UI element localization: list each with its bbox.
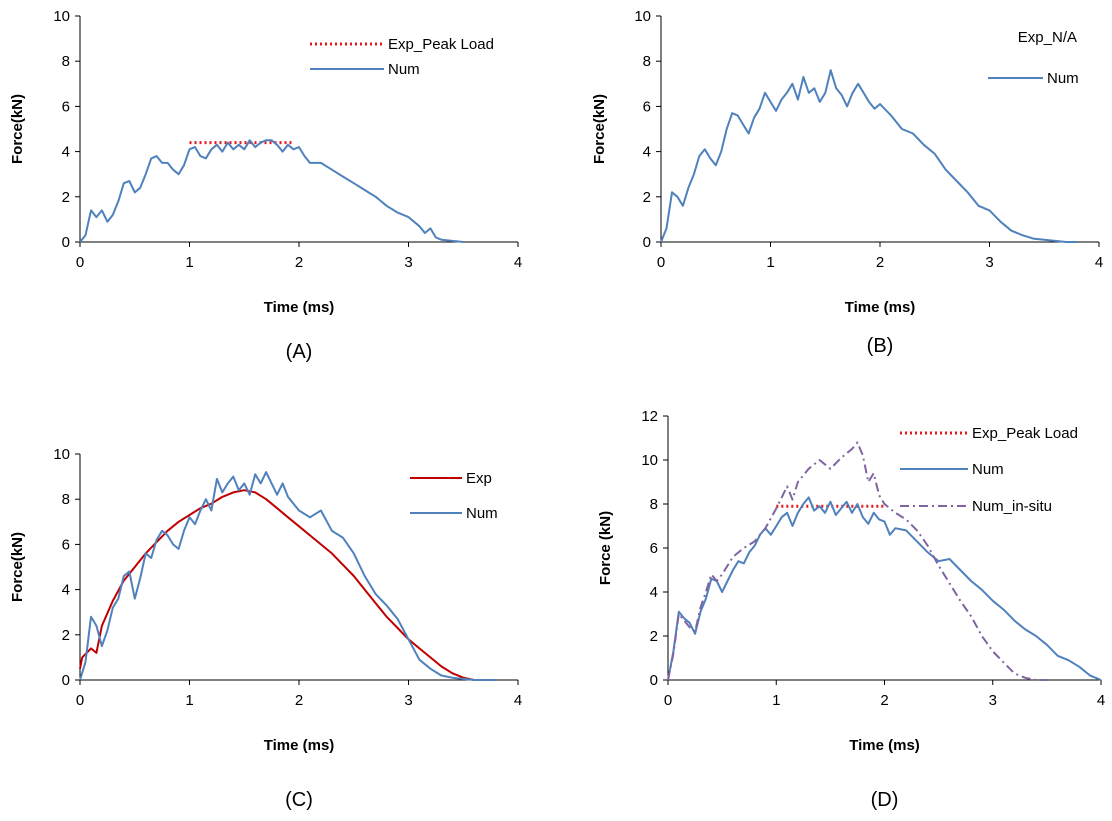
y-tick-label: 8 <box>650 496 658 513</box>
y-tick-label: 6 <box>643 98 651 115</box>
x-tick-label: 4 <box>514 254 522 271</box>
y-tick-label: 8 <box>62 53 70 70</box>
y-tick-label: 6 <box>650 540 658 557</box>
series-line-num-in-situ <box>667 441 1047 681</box>
legend-label: Num <box>388 61 420 78</box>
y-tick-label: 0 <box>643 234 651 251</box>
y-axis-label: Force(kN) <box>9 94 26 164</box>
panel-label: (A) <box>286 341 313 363</box>
series-line-num <box>79 139 464 243</box>
y-tick-label: 12 <box>641 408 658 425</box>
y-tick-label: 8 <box>62 491 70 508</box>
y-axis-label: Force(kN) <box>9 532 26 602</box>
x-tick-label: 1 <box>766 254 774 271</box>
x-tick-label: 4 <box>1095 254 1103 271</box>
y-tick-label: 4 <box>62 144 70 161</box>
series-line-num <box>79 471 497 681</box>
x-axis-label: Time (ms) <box>264 737 335 754</box>
x-tick-label: 0 <box>76 692 84 709</box>
legend-label: Exp_Peak Load <box>388 36 494 53</box>
x-tick-label: 0 <box>76 254 84 271</box>
y-tick-label: 0 <box>62 234 70 251</box>
x-axis-label: Time (ms) <box>849 737 920 754</box>
x-axis-label: Time (ms) <box>264 299 335 316</box>
y-tick-label: 10 <box>53 8 70 25</box>
x-tick-label: 3 <box>404 254 412 271</box>
y-tick-label: 10 <box>634 8 651 25</box>
x-tick-label: 2 <box>876 254 884 271</box>
y-tick-label: 8 <box>643 53 651 70</box>
x-tick-label: 2 <box>880 692 888 709</box>
legend-label: Num <box>1047 70 1079 87</box>
x-tick-label: 3 <box>404 692 412 709</box>
series-line-num <box>667 496 1102 681</box>
legend-label: Num <box>972 461 1004 478</box>
y-tick-label: 6 <box>62 98 70 115</box>
y-axis-label: Force (kN) <box>597 511 614 585</box>
series-line-exp <box>79 489 475 681</box>
legend-label: Num_in-situ <box>972 498 1052 515</box>
x-tick-label: 1 <box>185 254 193 271</box>
y-tick-label: 10 <box>53 446 70 463</box>
y-tick-label: 4 <box>643 144 651 161</box>
chart-panel-a: 0 1 2 3 4 0 2 4 6 8 10 Time (ms) Force(kN) (A) Exp_Pea… <box>9 8 522 363</box>
y-tick-label: 6 <box>62 536 70 553</box>
x-tick-label: 3 <box>989 692 997 709</box>
x-tick-label: 3 <box>985 254 993 271</box>
panel-label: (D) <box>871 789 899 811</box>
y-axis-label: Force(kN) <box>591 94 608 164</box>
annotation-label: Exp_N/A <box>1018 29 1077 46</box>
y-tick-label: 2 <box>650 628 658 645</box>
x-tick-label: 0 <box>657 254 665 271</box>
x-tick-label: 1 <box>772 692 780 709</box>
y-tick-label: 2 <box>643 189 651 206</box>
panel-label: (C) <box>285 789 313 811</box>
y-tick-label: 10 <box>641 452 658 469</box>
chart-panel-c: 0 1 2 3 4 0 2 4 6 8 10 Time (ms) Force(kN) (C) Exp Num <box>9 446 522 811</box>
panel-label: (B) <box>867 335 894 357</box>
y-tick-label: 4 <box>650 584 658 601</box>
y-tick-label: 2 <box>62 627 70 644</box>
chart-panel-b: 0 1 2 3 4 0 2 4 6 8 10 Time (ms) Force(kN) (B) Num Exp_… <box>591 8 1103 357</box>
x-tick-label: 4 <box>514 692 522 709</box>
x-tick-label: 4 <box>1097 692 1105 709</box>
x-tick-label: 0 <box>664 692 672 709</box>
legend-label: Num <box>466 505 498 522</box>
y-tick-label: 4 <box>62 582 70 599</box>
y-tick-label: 0 <box>650 672 658 689</box>
y-tick-label: 2 <box>62 189 70 206</box>
x-tick-label: 2 <box>295 254 303 271</box>
x-tick-label: 2 <box>295 692 303 709</box>
x-axis-label: Time (ms) <box>845 299 916 316</box>
legend-label: Exp <box>466 470 492 487</box>
x-tick-label: 1 <box>185 692 193 709</box>
y-tick-label: 0 <box>62 672 70 689</box>
series-line-num <box>660 69 1078 243</box>
legend-label: Exp_Peak Load <box>972 425 1078 442</box>
